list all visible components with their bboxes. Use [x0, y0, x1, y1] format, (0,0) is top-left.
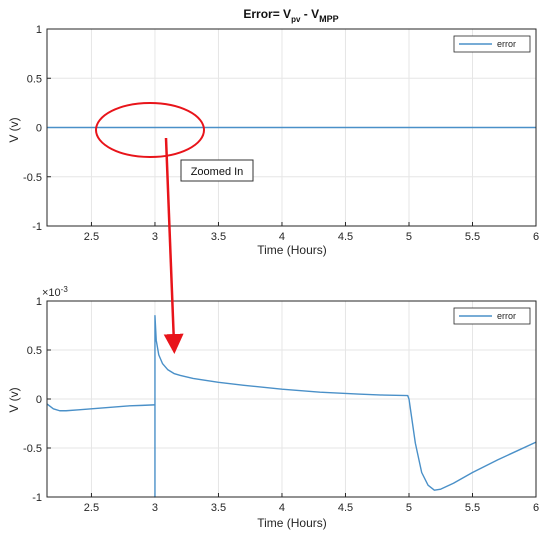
top-x-tick-label: 5 [406, 231, 412, 243]
bottom-series-line-error [46, 315, 537, 498]
top-y-tick-label: 0.5 [27, 73, 42, 85]
bottom-y-tick-label: -1 [32, 492, 42, 504]
top-axes-box [46, 28, 537, 227]
zoom-annotation-box [180, 159, 254, 182]
top-y-tick-label: -0.5 [23, 172, 42, 184]
top-x-tick-label: 5.5 [465, 231, 480, 243]
bottom-x-tick-label: 2.5 [84, 502, 99, 514]
bottom-y-axis-label: V (v) [7, 387, 21, 412]
bottom-x-tick-label: 5.5 [465, 502, 480, 514]
top-x-tick-label: 3 [152, 231, 158, 243]
top-chart-title: Error= Vpv - VMPP [243, 7, 338, 24]
top-x-tick-label: 4.5 [338, 231, 353, 243]
top-legend-label: error [497, 39, 516, 49]
bottom-y-tick-label: 1 [36, 296, 42, 308]
top-x-tick-label: 3.5 [211, 231, 226, 243]
bottom-x-tick-label: 5 [406, 502, 412, 514]
bottom-y-tick-label: 0.5 [27, 345, 42, 357]
top-y-tick-label: -1 [32, 221, 42, 233]
zoom-annotation-text: Zoomed In [191, 166, 244, 178]
bottom-x-tick-label: 3 [152, 502, 158, 514]
bottom-x-tick-label: 6 [533, 502, 539, 514]
bottom-x-axis-label: Time (Hours) [257, 516, 327, 530]
bottom-y-tick-label: -0.5 [23, 443, 42, 455]
zoom-arrow [163, 137, 184, 354]
top-plot: 2.5 3 3.5 4 4.5 5 5.5 6 1 0.5 0 -0.5 -1 error [23, 24, 539, 243]
top-x-axis-label: Time (Hours) [257, 243, 327, 257]
bottom-x-tick-label: 3.5 [211, 502, 226, 514]
bottom-legend-label: error [497, 311, 516, 321]
bottom-y-tick-label: 0 [36, 394, 42, 406]
zoom-ellipse [95, 102, 205, 158]
top-x-tick-label: 2.5 [84, 231, 99, 243]
bottom-x-tick-label: 4.5 [338, 502, 353, 514]
top-y-tick-label: 1 [36, 24, 42, 36]
bottom-exponent-label: ×10-3 [42, 285, 68, 299]
top-y-axis-label: V (v) [7, 117, 21, 142]
bottom-plot: 2.5 3 3.5 4 4.5 5 5.5 6 1 0.5 0 -0.5 -1 error [23, 296, 539, 514]
top-y-tick-label: 0 [36, 123, 42, 135]
bottom-axes-box [46, 300, 537, 498]
top-x-tick-label: 4 [279, 231, 285, 243]
top-x-tick-label: 6 [533, 231, 539, 243]
bottom-x-tick-label: 4 [279, 502, 285, 514]
